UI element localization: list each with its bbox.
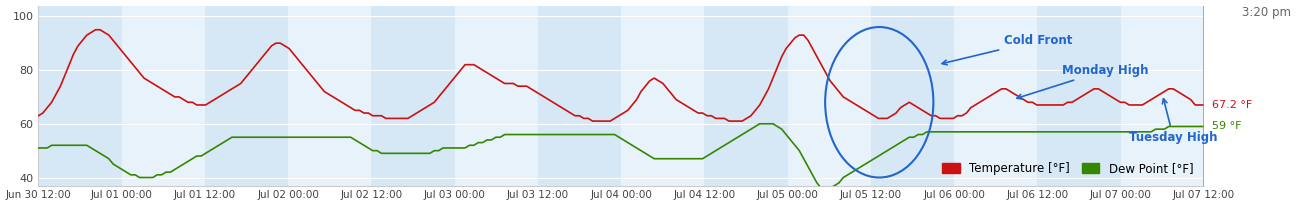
Legend: Temperature [°F], Dew Point [°F]: Temperature [°F], Dew Point [°F] (938, 157, 1198, 180)
Text: 67.2 °F: 67.2 °F (1213, 100, 1253, 110)
Text: Tuesday High: Tuesday High (1128, 99, 1218, 144)
Text: 3:20 pm: 3:20 pm (1241, 6, 1291, 19)
Bar (39, 6, 122, 186)
Text: Cold Front: Cold Front (942, 34, 1073, 65)
Bar (288, 6, 371, 186)
Bar (704, 6, 787, 186)
Bar (621, 6, 704, 186)
Bar (787, 6, 872, 186)
Bar (371, 6, 455, 186)
Bar (872, 6, 955, 186)
Bar (1038, 6, 1121, 186)
Bar (455, 6, 538, 186)
Bar (1121, 6, 1204, 186)
Text: Monday High: Monday High (1017, 63, 1149, 99)
Bar (205, 6, 288, 186)
Bar (538, 6, 621, 186)
Text: 59 °F: 59 °F (1213, 122, 1241, 131)
Bar (955, 6, 1038, 186)
Bar (122, 6, 205, 186)
